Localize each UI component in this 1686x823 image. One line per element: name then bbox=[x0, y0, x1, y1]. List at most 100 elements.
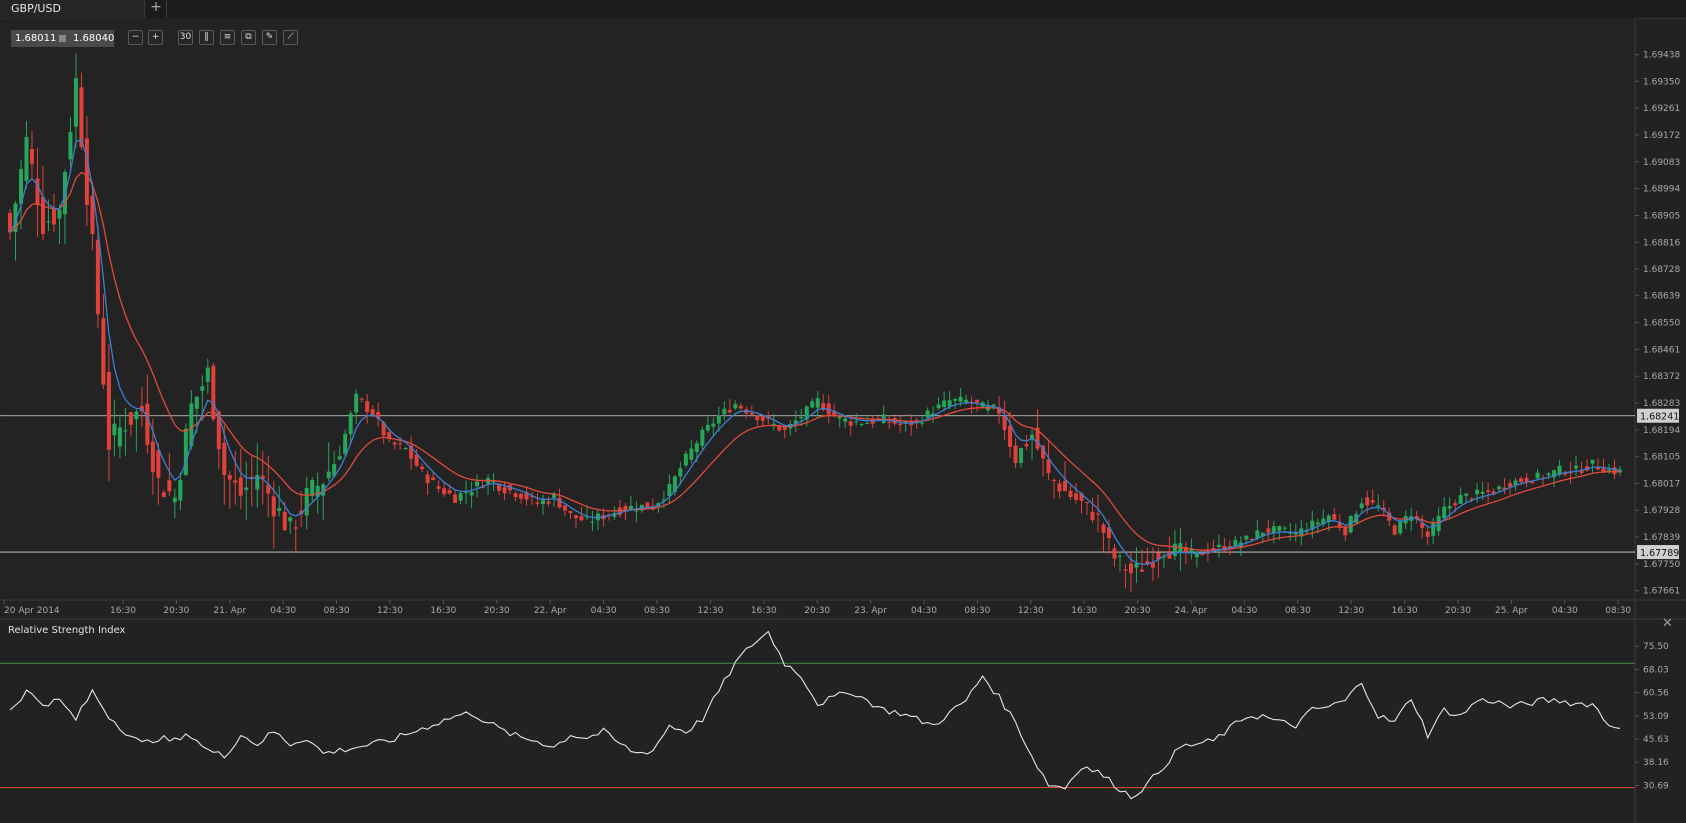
time-tick-label: 20:30 bbox=[804, 606, 830, 616]
price-tick-label: 1.67661 bbox=[1643, 587, 1680, 597]
candle-body bbox=[156, 450, 161, 478]
candle-body bbox=[381, 422, 386, 436]
price-tick-label: 1.68283 bbox=[1643, 399, 1680, 409]
candle-body bbox=[749, 412, 754, 415]
candle-body bbox=[387, 432, 392, 439]
level-label: 1.67789 bbox=[1640, 548, 1679, 559]
add-tab-button[interactable]: + bbox=[146, 0, 167, 18]
candle-body bbox=[568, 510, 573, 514]
price-tick-label: 1.68017 bbox=[1643, 479, 1680, 489]
candle-body bbox=[722, 408, 727, 415]
price-tick-label: 1.67839 bbox=[1643, 533, 1680, 543]
time-tick-label: 04:30 bbox=[591, 606, 617, 616]
timeframe-30-icon[interactable]: 30 bbox=[178, 30, 193, 45]
candle-body bbox=[661, 499, 666, 501]
candle-body bbox=[1123, 569, 1128, 571]
candle-body bbox=[497, 484, 502, 491]
candle-body bbox=[1381, 507, 1386, 511]
candle-body bbox=[1211, 547, 1216, 551]
candle-body bbox=[1310, 520, 1315, 530]
candle-body bbox=[1425, 531, 1430, 537]
time-tick-label: 20:30 bbox=[163, 606, 189, 616]
candle-body bbox=[194, 396, 199, 409]
candle-body bbox=[958, 396, 963, 402]
candle-body bbox=[1216, 544, 1221, 547]
candle-body bbox=[1057, 483, 1062, 492]
candle-body bbox=[304, 487, 309, 516]
time-tick-label: 20:30 bbox=[1125, 606, 1151, 616]
candle-body bbox=[112, 423, 117, 436]
candle-body bbox=[403, 448, 408, 450]
candle-body bbox=[222, 442, 227, 476]
candle-body bbox=[469, 492, 474, 496]
candle-body bbox=[398, 443, 403, 445]
rsi-tick-label: 60.56 bbox=[1643, 689, 1669, 699]
candle-body bbox=[123, 430, 128, 432]
candle-body bbox=[727, 409, 732, 413]
price-tick-label: 1.68194 bbox=[1643, 426, 1680, 436]
zoom-in-icon[interactable]: + bbox=[148, 30, 163, 45]
zoom-out-icon[interactable]: − bbox=[128, 30, 143, 45]
slow-moving-average-line bbox=[9, 171, 1621, 551]
candle-body bbox=[634, 510, 639, 512]
candle-body bbox=[541, 500, 546, 505]
candle-body bbox=[1453, 503, 1458, 506]
price-panel-bg bbox=[5, 18, 1635, 600]
candles-icon[interactable]: ‖ bbox=[199, 30, 214, 45]
candle-body bbox=[1612, 467, 1617, 475]
price-tick-label: 1.69172 bbox=[1643, 131, 1680, 141]
candle-body bbox=[249, 476, 254, 480]
candle-body bbox=[1106, 527, 1111, 538]
ask-price: 1.68040 bbox=[73, 33, 115, 44]
candle-body bbox=[1156, 552, 1161, 560]
candle-body bbox=[1183, 547, 1188, 553]
candle-body bbox=[700, 429, 705, 446]
candle-body bbox=[343, 433, 348, 455]
time-tick-label: 04:30 bbox=[1231, 606, 1257, 616]
rsi-tick-label: 30.69 bbox=[1643, 781, 1669, 791]
candle-body bbox=[771, 423, 776, 425]
candle-body bbox=[1442, 506, 1447, 519]
candle-body bbox=[1139, 569, 1144, 572]
indicators-icon[interactable]: ≡ bbox=[220, 30, 235, 45]
candle-body bbox=[799, 417, 804, 419]
candle-body bbox=[200, 386, 205, 391]
candle-body bbox=[90, 195, 95, 234]
candle-body bbox=[1436, 515, 1441, 532]
candle-body bbox=[859, 424, 864, 426]
candle-body bbox=[1579, 470, 1584, 473]
candle-body bbox=[964, 399, 969, 403]
quote-separator-icon bbox=[59, 35, 66, 42]
time-tick-label: 12:30 bbox=[1018, 606, 1044, 616]
candle-body bbox=[1249, 538, 1254, 540]
level-label-box bbox=[1637, 408, 1679, 423]
candle-body bbox=[947, 400, 952, 407]
candle-body bbox=[1508, 482, 1513, 487]
candle-body bbox=[1304, 531, 1309, 533]
candle-body bbox=[672, 476, 677, 492]
candle-body bbox=[1563, 472, 1568, 475]
candle-body bbox=[1502, 487, 1507, 490]
candle-body bbox=[810, 401, 815, 408]
candle-body bbox=[370, 409, 375, 416]
rsi-title: Relative Strength Index bbox=[8, 625, 126, 636]
candle-body bbox=[95, 239, 100, 315]
candle-body bbox=[1233, 539, 1238, 546]
candle-body bbox=[843, 418, 848, 422]
candle-body bbox=[1150, 562, 1155, 568]
candle-body bbox=[865, 423, 870, 425]
candle-body bbox=[1574, 465, 1579, 469]
edit-icon[interactable]: ✎ bbox=[262, 30, 277, 45]
candle-body bbox=[365, 401, 370, 412]
candle-body bbox=[1019, 448, 1024, 464]
candle-body bbox=[205, 367, 210, 382]
rsi-tick-label: 38.16 bbox=[1643, 758, 1669, 768]
tab-gbp-usd[interactable]: GBP/USD bbox=[0, 0, 145, 18]
candle-body bbox=[645, 502, 650, 509]
candle-body bbox=[848, 421, 853, 426]
copy-icon[interactable]: ⧉ bbox=[241, 30, 256, 45]
candle-body bbox=[183, 428, 188, 476]
draw-icon[interactable]: ⟋ bbox=[283, 30, 298, 45]
close-icon[interactable]: ✕ bbox=[1662, 616, 1673, 631]
